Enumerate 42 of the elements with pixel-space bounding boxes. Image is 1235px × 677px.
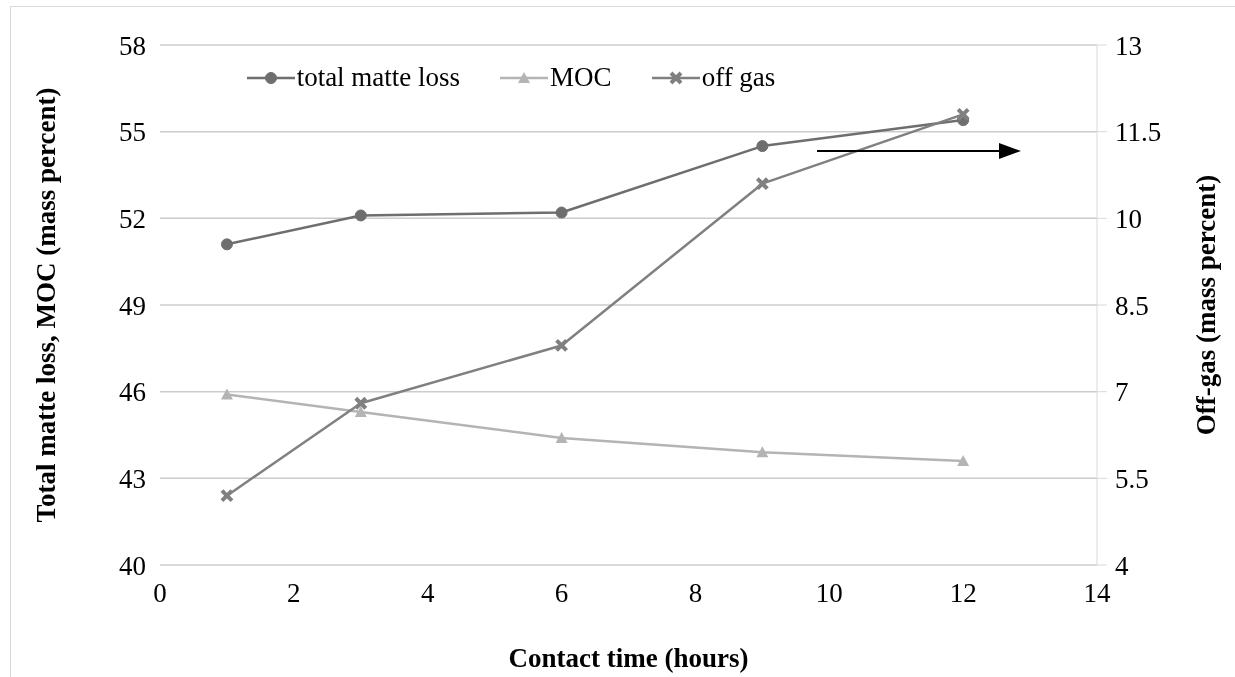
y2-tick-label: 7: [1115, 377, 1129, 408]
point: [555, 206, 568, 219]
legend-label: off gas: [701, 62, 776, 93]
point: [756, 140, 769, 153]
point: [755, 176, 770, 191]
point: [555, 431, 568, 443]
x-axis-title: Contact time (hours): [508, 643, 749, 673]
x-tick-label: 8: [688, 578, 703, 609]
point: [956, 107, 971, 122]
y-tick-label: 49: [119, 290, 146, 321]
x-tick-label: 12: [949, 578, 977, 609]
point: [554, 338, 569, 353]
point: [353, 396, 368, 411]
y-tick-label: 52: [119, 203, 146, 234]
y2-tick-label: 10: [1115, 203, 1142, 234]
y2-axis-title: Off-gas (mass percent): [1190, 174, 1221, 436]
x-tick-label: 10: [815, 578, 843, 609]
y-tick-label: 55: [119, 117, 146, 148]
y-tick-label: 40: [119, 550, 146, 581]
y2-tick-label: 8.5: [1115, 290, 1149, 321]
x-tick-label: 4: [420, 578, 435, 609]
x-tick-label: 14: [1083, 578, 1111, 609]
y-axis-title: Total matte loss, MOC (mass percent): [30, 87, 61, 523]
y-tick-label: 43: [119, 463, 146, 494]
x-tick-label: 6: [554, 578, 569, 609]
y-tick-label: 58: [119, 30, 146, 61]
point: [957, 455, 970, 466]
y2-tick-label: 5.5: [1115, 463, 1149, 494]
y2-tick-label: 13: [1115, 30, 1142, 61]
point: [220, 388, 233, 400]
point: [219, 488, 234, 503]
point: [354, 209, 367, 222]
y-tick-label: 46: [119, 377, 146, 408]
legend-label: total matte loss: [296, 62, 461, 93]
x-tick-label: 0: [153, 578, 167, 609]
point: [220, 238, 233, 251]
legend-label: MOC: [550, 62, 612, 93]
y2-tick-label: 11.5: [1115, 117, 1162, 148]
x-tick-label: 2: [287, 578, 301, 609]
point: [756, 446, 769, 458]
y2-tick-label: 4: [1115, 550, 1129, 581]
point: [354, 405, 367, 417]
